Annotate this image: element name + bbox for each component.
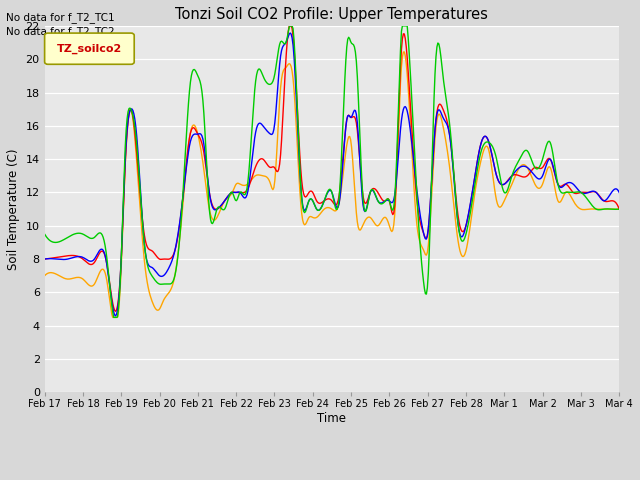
X-axis label: Time: Time	[317, 412, 346, 425]
Text: No data for f_T2_TC1: No data for f_T2_TC1	[6, 12, 115, 23]
Text: TZ_soilco2: TZ_soilco2	[57, 44, 122, 54]
Y-axis label: Soil Temperature (C): Soil Temperature (C)	[7, 148, 20, 270]
Text: No data for f_T2_TC2: No data for f_T2_TC2	[6, 26, 115, 37]
Title: Tonzi Soil CO2 Profile: Upper Temperatures: Tonzi Soil CO2 Profile: Upper Temperatur…	[175, 7, 488, 22]
